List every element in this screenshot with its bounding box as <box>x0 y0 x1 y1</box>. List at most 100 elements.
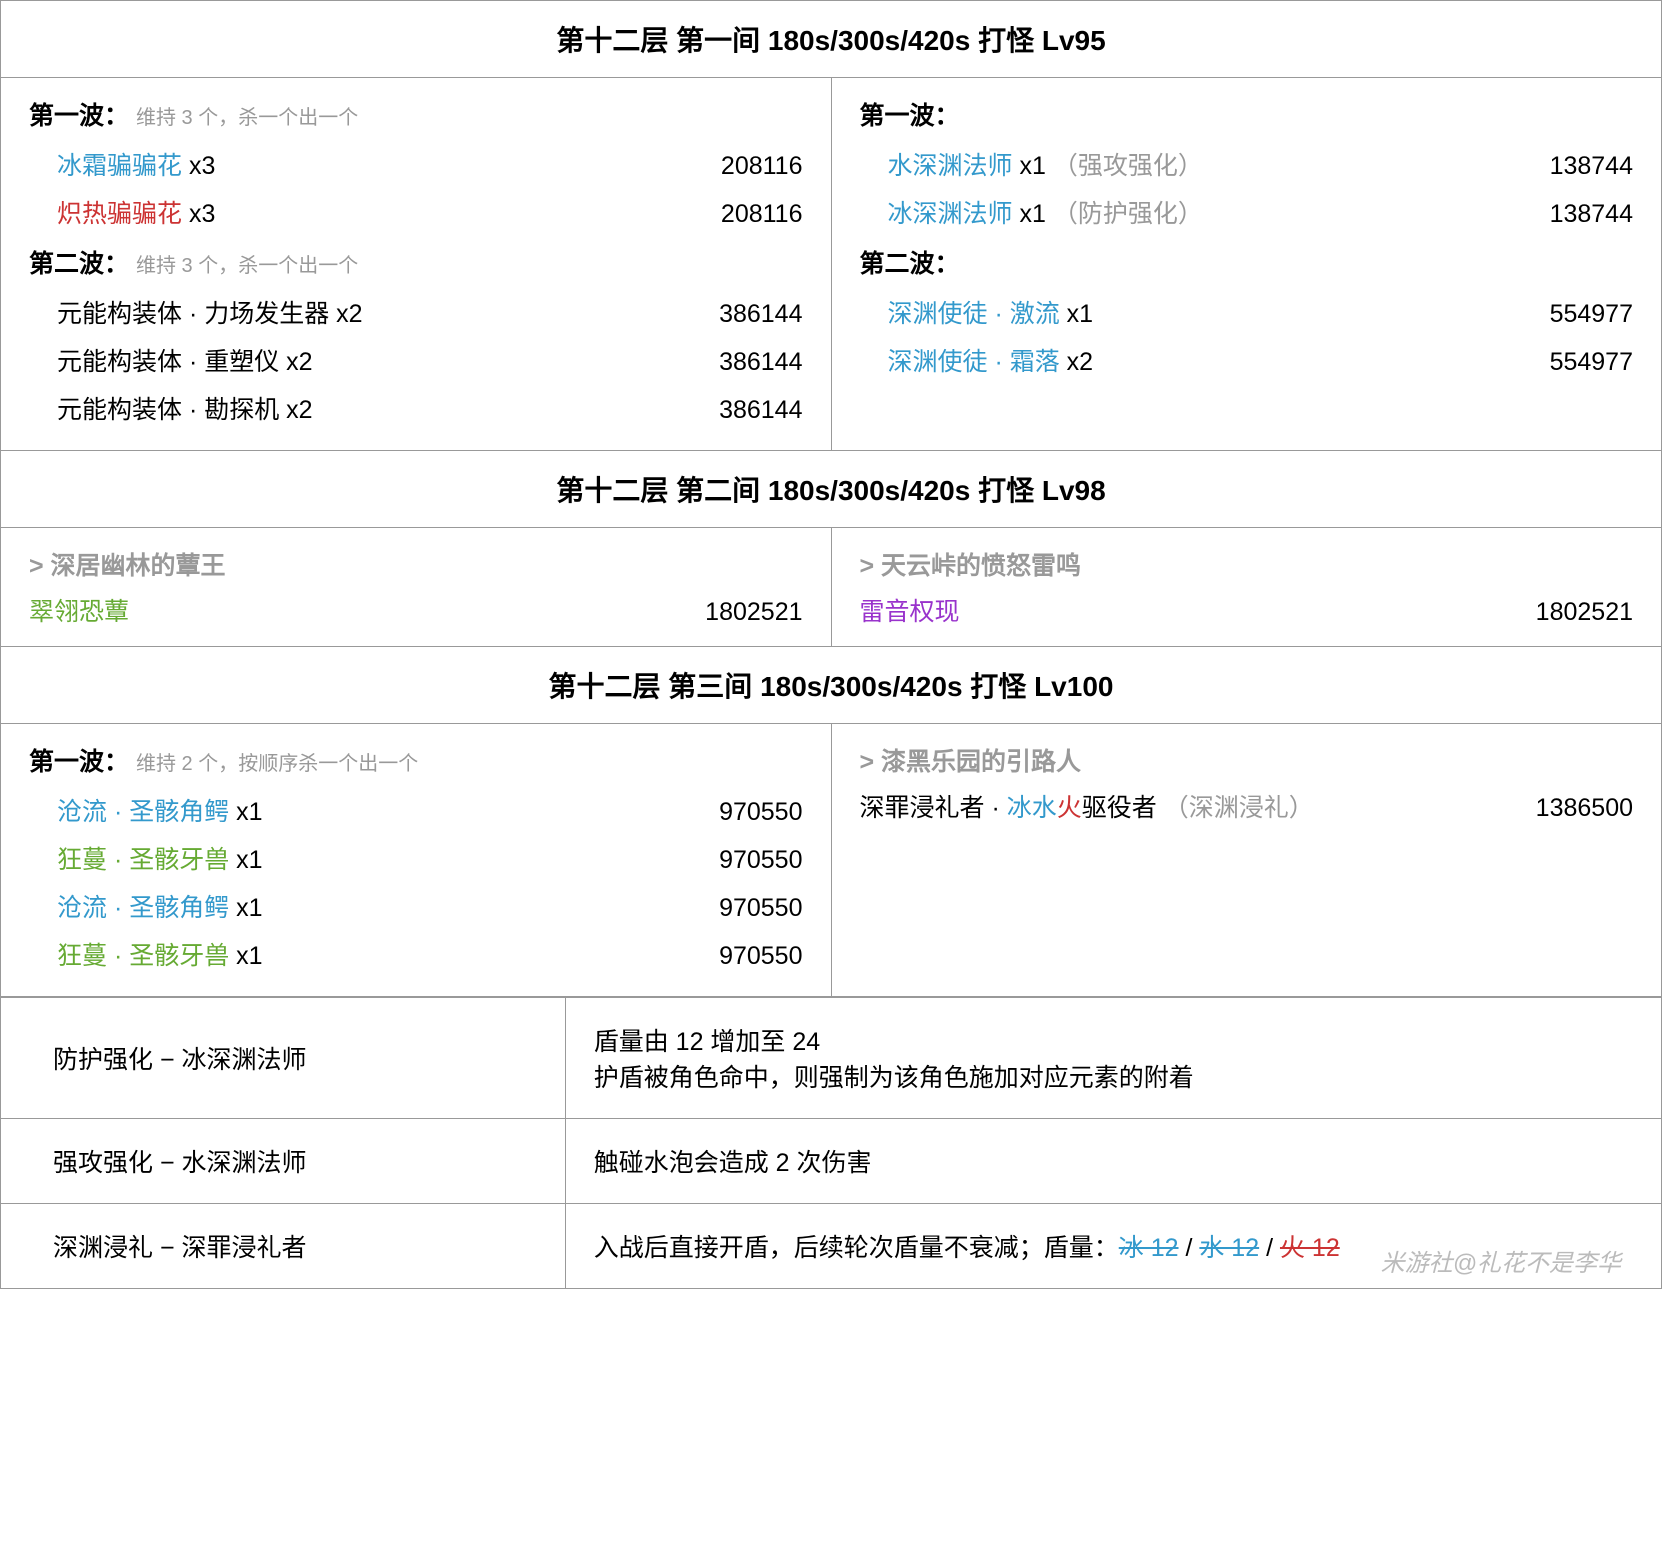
wave-label: 第二波： 维持 3 个，杀一个出一个 <box>29 244 803 280</box>
boss-subtitle: > 漆黑乐园的引路人 <box>860 742 1634 778</box>
enemy-name: 炽热骗骗花 <box>57 200 182 228</box>
enemy-count: x3 <box>189 200 215 228</box>
enemy-name: 深渊使徒 · 霜落 <box>888 348 1060 376</box>
enemy-count: x3 <box>189 152 215 180</box>
room-3-left: 第一波： 维持 2 个，按顺序杀一个出一个 沧流 · 圣骸角鳄 x1 97055… <box>1 724 832 997</box>
wave-label: 第一波： <box>860 96 1634 132</box>
enemy-count: x1 <box>1067 300 1093 328</box>
enemy-hp: 554977 <box>1493 348 1633 377</box>
enemy-row: 沧流 · 圣骸角鳄 x1 970550 <box>29 882 803 930</box>
room-3-title: 第十二层 第三间 180s/300s/420s 打怪 Lv100 <box>1 647 1662 724</box>
boss-hp: 1386500 <box>1493 794 1633 823</box>
desc-text: 盾量由 12 增加至 24 护盾被角色命中，则强制为该角色施加对应元素的附着 <box>565 998 1661 1119</box>
room-1-left: 第一波： 维持 3 个，杀一个出一个 冰霜骗骗花 x3 208116 炽热骗骗花… <box>1 78 832 451</box>
enemy-name: 狂蔓 · 圣骸牙兽 <box>57 846 229 874</box>
wave-label: 第一波： 维持 2 个，按顺序杀一个出一个 <box>29 742 803 778</box>
wave-note: 维持 3 个，杀一个出一个 <box>136 255 358 277</box>
room-1-title: 第十二层 第一间 180s/300s/420s 打怪 Lv95 <box>1 1 1662 78</box>
enemy-row: 深渊使徒 · 霜落 x2 554977 <box>860 336 1634 384</box>
room-1-right: 第一波： 水深渊法师 x1 （强攻强化） 138744 冰深渊法师 x1 （防护… <box>831 78 1662 451</box>
room-2-title: 第十二层 第二间 180s/300s/420s 打怪 Lv98 <box>1 451 1662 528</box>
desc-label: 防护强化 − 冰深渊法师 <box>1 998 566 1119</box>
boss-subtitle: > 深居幽林的蕈王 <box>29 546 803 582</box>
elem-cryo: 冰 <box>1007 794 1032 822</box>
shield-pyro: 火 12 <box>1280 1234 1340 1262</box>
wave-text: 第一波： <box>29 748 129 776</box>
enemy-name: 冰深渊法师 <box>888 200 1013 228</box>
enemy-count: x1 <box>236 798 262 826</box>
enemy-name: 元能构装体 · 重塑仪 <box>57 348 279 376</box>
enemy-tag: （防护强化） <box>1053 200 1203 228</box>
boss-hp: 1802521 <box>1493 598 1633 627</box>
enemy-row: 狂蔓 · 圣骸牙兽 x1 970550 <box>29 930 803 978</box>
sep: / <box>1259 1234 1280 1262</box>
enemy-hp: 970550 <box>663 894 803 923</box>
desc-text: 触碰水泡会造成 2 次伤害 <box>565 1119 1661 1204</box>
room-2-right: > 天云峠的愤怒雷鸣 雷音权现 1802521 <box>831 528 1662 647</box>
enemy-count: x1 <box>236 894 262 922</box>
enemy-row: 水深渊法师 x1 （强攻强化） 138744 <box>860 140 1634 188</box>
wave-note: 维持 3 个，杀一个出一个 <box>136 107 358 129</box>
enemy-count: x1 <box>236 942 262 970</box>
enemy-name: 冰霜骗骗花 <box>57 152 182 180</box>
enemy-hp: 970550 <box>663 846 803 875</box>
enemy-name: 沧流 · 圣骸角鳄 <box>57 894 229 922</box>
enemy-count: x2 <box>286 396 312 424</box>
boss-hp: 1802521 <box>663 598 803 627</box>
watermark: 米游社@礼花不是李华 <box>1381 1243 1621 1278</box>
enemy-row: 深渊使徒 · 激流 x1 554977 <box>860 288 1634 336</box>
enemy-row: 沧流 · 圣骸角鳄 x1 970550 <box>29 786 803 834</box>
wave-text: 第二波： <box>860 250 960 278</box>
enemy-count: x1 <box>1019 200 1045 228</box>
enemy-name: 深渊使徒 · 激流 <box>888 300 1060 328</box>
wave-text: 第二波： <box>29 250 129 278</box>
enemy-row: 冰深渊法师 x1 （防护强化） 138744 <box>860 188 1634 236</box>
wave-label: 第二波： <box>860 244 1634 280</box>
enemy-tag: （强攻强化） <box>1053 152 1203 180</box>
desc-prefix: 入战后直接开盾，后续轮次盾量不衰减；盾量： <box>594 1234 1119 1262</box>
enemy-name: 水深渊法师 <box>888 152 1013 180</box>
name-prefix: 深罪浸礼者 · <box>860 794 1007 822</box>
enemy-hp: 970550 <box>663 942 803 971</box>
boss-name: 翠翎恐蕈 <box>29 592 129 628</box>
room-3-right: > 漆黑乐园的引路人 深罪浸礼者 · 冰水火驱役者 （深渊浸礼） 1386500 <box>831 724 1662 997</box>
shield-cryo: 冰 12 <box>1119 1234 1179 1262</box>
enemy-row: 冰霜骗骗花 x3 208116 <box>29 140 803 188</box>
enemy-name: 狂蔓 · 圣骸牙兽 <box>57 942 229 970</box>
enemy-row: 元能构装体 · 重塑仪 x2 386144 <box>29 336 803 384</box>
enemy-hp: 386144 <box>663 300 803 329</box>
room-2-left: > 深居幽林的蕈王 翠翎恐蕈 1802521 <box>1 528 832 647</box>
enemy-hp: 970550 <box>663 798 803 827</box>
wave-text: 第一波： <box>860 102 960 130</box>
desc-label: 强攻强化 − 水深渊法师 <box>1 1119 566 1204</box>
enemy-hp: 138744 <box>1493 200 1633 229</box>
desc-line: 盾量由 12 增加至 24 <box>594 1022 1633 1058</box>
enemy-name: 沧流 · 圣骸角鳄 <box>57 798 229 826</box>
enemy-hp: 138744 <box>1493 152 1633 181</box>
enemy-name: 元能构装体 · 勘探机 <box>57 396 279 424</box>
name-suffix: 驱役者 <box>1082 794 1157 822</box>
enemy-hp: 208116 <box>663 152 803 181</box>
enemy-row: 元能构装体 · 力场发生器 x2 386144 <box>29 288 803 336</box>
elem-pyro: 火 <box>1057 794 1082 822</box>
enemy-hp: 554977 <box>1493 300 1633 329</box>
desc-text: 入战后直接开盾，后续轮次盾量不衰减；盾量：冰 12 / 水 12 / 火 12 … <box>565 1204 1661 1289</box>
enemy-hp: 386144 <box>663 348 803 377</box>
wave-text: 第一波： <box>29 102 129 130</box>
elem-hydro: 水 <box>1032 794 1057 822</box>
enemy-row: 狂蔓 · 圣骸牙兽 x1 970550 <box>29 834 803 882</box>
boss-subtitle: > 天云峠的愤怒雷鸣 <box>860 546 1634 582</box>
shield-hydro: 水 12 <box>1199 1234 1259 1262</box>
enemy-hp: 208116 <box>663 200 803 229</box>
enemy-count: x1 <box>1019 152 1045 180</box>
wave-label: 第一波： 维持 3 个，杀一个出一个 <box>29 96 803 132</box>
enemy-row: 元能构装体 · 勘探机 x2 386144 <box>29 384 803 432</box>
enemy-row: 炽热骗骗花 x3 208116 <box>29 188 803 236</box>
enemy-hp: 386144 <box>663 396 803 425</box>
enemy-tag: （深渊浸礼） <box>1164 794 1314 822</box>
enemy-count: x2 <box>336 300 362 328</box>
sep: / <box>1179 1234 1200 1262</box>
boss-name: 深罪浸礼者 · 冰水火驱役者 （深渊浸礼） <box>860 788 1494 824</box>
enemy-name: 元能构装体 · 力场发生器 <box>57 300 329 328</box>
enemy-count: x2 <box>286 348 312 376</box>
